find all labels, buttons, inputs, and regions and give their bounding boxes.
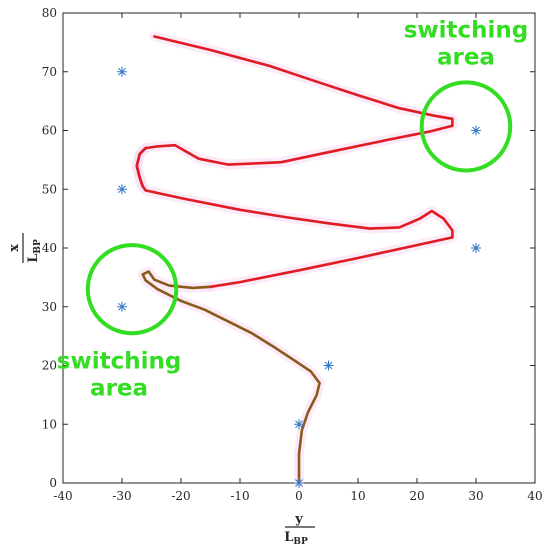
- waypoint-marker-stroke: [295, 479, 303, 487]
- y-tick-label: 80: [42, 6, 57, 20]
- waypoint-marker: [117, 301, 127, 312]
- x-tick-label: 30: [468, 489, 483, 503]
- x-tick-label: -30: [112, 489, 131, 503]
- waypoint-marker: [323, 360, 334, 371]
- switching-area-label: switching area: [404, 18, 529, 71]
- switching-area-circle: [419, 80, 513, 173]
- x-axis-label-numerator: y: [294, 512, 303, 527]
- waypoint-marker: [471, 125, 481, 136]
- waypoint-marker: [471, 243, 481, 253]
- x-tick-label: -40: [53, 489, 72, 503]
- switching-area-label: switching area: [57, 348, 182, 401]
- switching-area-circle: [85, 243, 179, 336]
- switching-area-label-line: switching: [404, 18, 529, 44]
- waypoint-marker: [117, 66, 127, 77]
- y-tick-label: 70: [42, 65, 57, 79]
- y-axis-label-denominator: LBP: [26, 239, 43, 263]
- x-tick-label: 40: [527, 489, 542, 503]
- y-tick-label: 10: [42, 417, 57, 431]
- waypoint-marker: [117, 184, 127, 195]
- x-tick-label: -20: [171, 489, 190, 503]
- x-tick-label: -10: [230, 489, 249, 503]
- waypoint-marker: [294, 478, 304, 488]
- y-tick-label: 30: [42, 300, 57, 314]
- waypoint-marker-stroke: [472, 126, 480, 135]
- y-axis-label-denominator-base: L: [26, 254, 41, 263]
- x-tick-label: 0: [295, 489, 303, 503]
- x-axis-label-subscript: BP: [293, 537, 308, 547]
- switching-area-label-line: area: [90, 375, 148, 401]
- y-axis-label-subscript: BP: [33, 239, 43, 254]
- y-tick-label: 50: [42, 182, 57, 196]
- waypoint-marker-stroke: [118, 67, 126, 76]
- switching-area-label-line: switching: [57, 348, 182, 374]
- x-axis-label: y LBP: [284, 512, 315, 547]
- series-line: [135, 35, 454, 289]
- y-axis-label-numerator: x: [7, 244, 22, 252]
- waypoint-marker: [294, 419, 304, 430]
- y-tick-label: 40: [42, 241, 57, 255]
- x-axis-label-denominator: LBP: [284, 530, 308, 547]
- y-tick-label: 60: [42, 124, 57, 138]
- trajectory-glow: [131, 31, 458, 488]
- switching-area-label-line: area: [437, 45, 495, 71]
- waypoint-marker-stroke: [472, 244, 480, 252]
- x-axis-label-denominator-base: L: [284, 530, 293, 545]
- waypoint-marker-stroke: [118, 185, 126, 194]
- x-tick-label: 20: [409, 489, 424, 503]
- series-line: [141, 270, 321, 485]
- series-line-glow: [137, 266, 325, 488]
- waypoint-marker-stroke: [118, 302, 126, 311]
- axis-ticks: -40 -30 -20 -10 0 10 20 30 40 0 10 20 30 40 50 60 70 80: [42, 6, 543, 503]
- x-tick-label: 10: [350, 489, 365, 503]
- waypoint-marker-stroke: [295, 420, 303, 429]
- y-tick-label: 0: [49, 476, 57, 490]
- y-axis-label: x LBP: [7, 233, 43, 263]
- waypoint-marker-stroke: [324, 361, 333, 370]
- y-tick-label: 20: [42, 359, 57, 373]
- series-group: [117, 35, 481, 488]
